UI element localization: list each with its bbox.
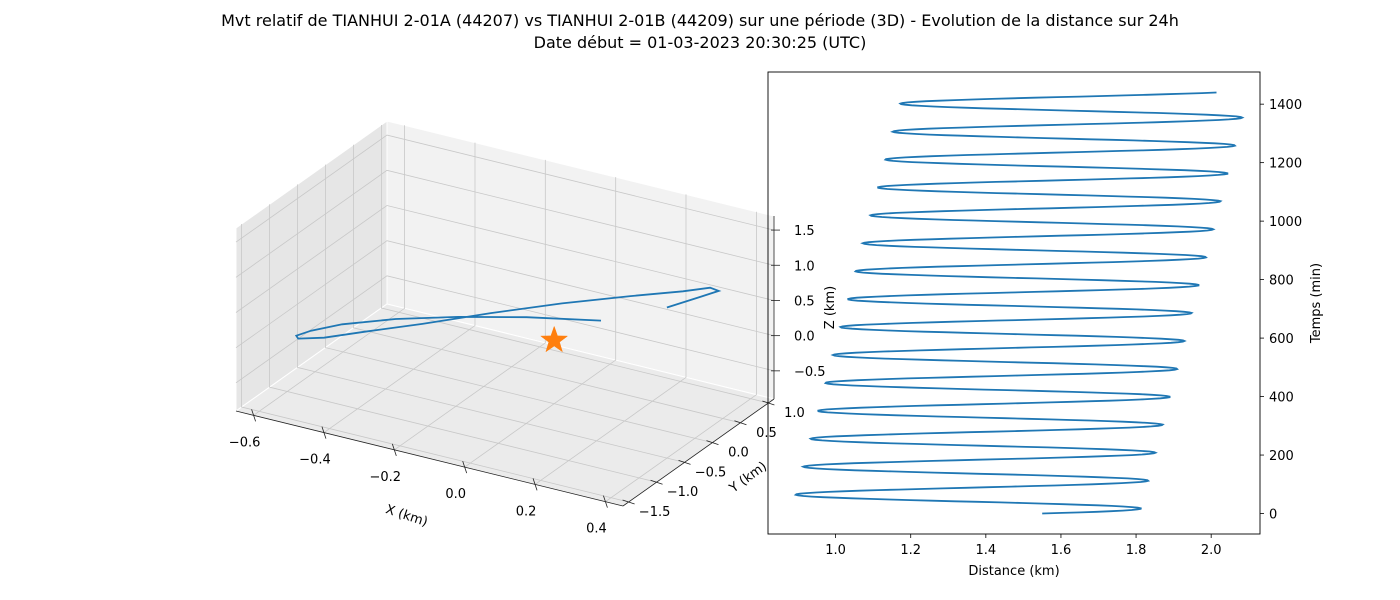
- y-tick-label: 1200: [1269, 157, 1302, 172]
- grid-line-z: [235, 275, 775, 384]
- reference-satellite-star-marker: [540, 325, 569, 353]
- y-tick-mark: [622, 499, 635, 505]
- z-tick-label: 1.5: [794, 224, 815, 239]
- x-tick-mark: [251, 409, 256, 422]
- y-tick-label: 0.5: [756, 426, 777, 441]
- x-tick-mark: [321, 426, 327, 439]
- x-tick-label: 0.4: [586, 522, 607, 537]
- x-tick-label: −0.4: [299, 453, 331, 468]
- y-tick-label: −1.5: [639, 505, 671, 520]
- plot-distance-vs-time: 1.0 1.2 1.4 1.6 1.8 2.0 0 200 400 600 800 1000 1200 1…: [767, 71, 1324, 579]
- y-tick-label: −1.0: [667, 485, 699, 500]
- y-tick-mark: [678, 460, 691, 465]
- grid-line-x: [323, 142, 476, 433]
- grid-line-y: [241, 224, 629, 503]
- x-tick-label: 1.0: [825, 543, 846, 558]
- y-axis-label: Y (km): [726, 459, 770, 497]
- title-line-2: Date début = 01-03-2023 20:30:25 (UTC): [533, 33, 867, 52]
- y-tick-label: 1400: [1269, 98, 1302, 113]
- grid-line-x: [534, 194, 687, 485]
- x-tick-label: 1.8: [1126, 543, 1147, 558]
- x-axis-label: Distance (km): [968, 564, 1059, 579]
- x-tick-mark: [603, 495, 608, 508]
- relative-trajectory-line: [294, 286, 722, 340]
- z-tick-label: 0.0: [794, 330, 815, 345]
- x-tick-label: 0.0: [445, 487, 466, 502]
- grid-line-y: [380, 125, 769, 404]
- y-tick-label: 800: [1269, 274, 1294, 289]
- y-tick-label: 0.0: [728, 446, 749, 461]
- x-tick-mark: [391, 443, 397, 456]
- y-tick-label: 1.0: [784, 406, 805, 421]
- grid-line-y: [297, 184, 685, 463]
- x-tick-label: 1.4: [975, 543, 996, 558]
- grid-line-y: [325, 164, 713, 443]
- x-tick-label: −0.2: [370, 470, 402, 485]
- plot-frame: [767, 71, 1261, 535]
- grid-line-z: [235, 240, 775, 349]
- grid-line-z: [235, 205, 775, 313]
- plot-3d-relative-motion: −0.6−0.4−0.20.00.20.4−1.5−1.0−0.50.00.51…: [229, 120, 838, 537]
- y-tick-label: −0.5: [695, 465, 727, 480]
- x-tick-label: 1.2: [900, 543, 921, 558]
- grid-line-z: [235, 134, 775, 243]
- grid-line-x: [464, 177, 617, 468]
- title-line-1: Mvt relatif de TIANHUI 2-01A (44207) vs …: [221, 11, 1179, 30]
- y-tick-mark: [650, 479, 663, 485]
- x-axis-line: [235, 410, 624, 507]
- figure-title: Mvt relatif de TIANHUI 2-01A (44207) vs …: [0, 10, 1400, 54]
- x-axis-label: X (km): [384, 502, 430, 530]
- y-axis-line: [622, 398, 775, 507]
- grid-line-x: [253, 125, 406, 416]
- z-tick-label: 0.5: [794, 294, 815, 309]
- z-tick-label: −0.5: [794, 365, 826, 380]
- y-tick-mark: [706, 440, 719, 445]
- x-tick-mark: [462, 461, 468, 474]
- y-tick-label: 200: [1269, 449, 1294, 464]
- z-axis-label: Z (km): [823, 286, 838, 329]
- y-tick-label: 1000: [1269, 215, 1302, 230]
- y-tick-label: 400: [1269, 391, 1294, 406]
- y-tick-mark: [734, 420, 747, 426]
- x-tick-label: −0.6: [229, 435, 261, 450]
- grid-line-y: [269, 204, 657, 483]
- x-tick-mark: [532, 478, 538, 491]
- grid-line-x: [394, 159, 546, 451]
- grid-line-z: [235, 169, 775, 278]
- z-tick-label: 1.0: [794, 259, 815, 274]
- y-tick-label: 600: [1269, 332, 1294, 347]
- x-tick-label: 0.2: [516, 504, 537, 519]
- y-tick-label: 0: [1269, 508, 1277, 523]
- distance-series-line: [793, 91, 1245, 515]
- grid-line-y: [352, 144, 741, 424]
- x-tick-label: 1.6: [1051, 543, 1072, 558]
- grid-line-x: [605, 211, 757, 503]
- x-tick-label: 2.0: [1201, 543, 1222, 558]
- y-axis-label: Temps (min): [1309, 263, 1324, 344]
